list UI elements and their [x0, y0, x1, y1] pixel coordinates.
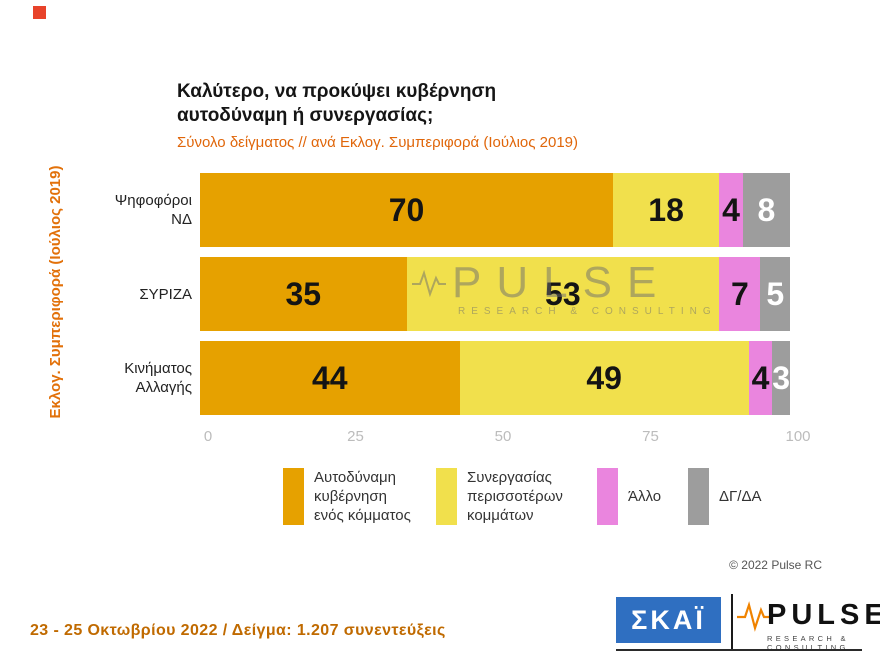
legend-swatch [597, 468, 618, 525]
x-axis-tick-label: 100 [785, 428, 811, 445]
bar-value-label: 49 [586, 359, 622, 396]
category-label: ΣΥΡΙΖΑ [139, 285, 192, 303]
bar-segment: 44 [200, 341, 460, 415]
chart-row: ΣΥΡΙΖΑ 35 53 7 5 [78, 257, 790, 331]
x-axis: 0 25 50 75 100 [204, 428, 811, 448]
category-label: Κινήματος Αλλαγής [124, 360, 192, 396]
bar-value-label: 35 [285, 275, 322, 312]
bar-segment: 18 [613, 173, 720, 247]
x-axis-tick-label: 0 [203, 428, 213, 445]
bar-value-label: 18 [648, 191, 684, 228]
bar-segment: 70 [200, 173, 613, 247]
bar-segment: 7 [719, 257, 761, 331]
pulse-logo: PULSE RESEARCH & CONSULTING [737, 599, 880, 652]
group-axis-label: Εκλογ. Συμπεριφορά (Ιούλιος 2019) [47, 165, 64, 419]
chart-title-line2: αυτοδύναμη ή συνεργασίας; [177, 105, 434, 126]
chart-title-line1: Καλύτερο, να προκύψει κυβέρνηση [177, 81, 497, 102]
logo-underline [616, 649, 862, 651]
bar-segment: 8 [742, 173, 790, 247]
logo-divider [731, 594, 733, 650]
bar-segment: 49 [459, 341, 749, 415]
bar-segment: 4 [748, 341, 773, 415]
stacked-bar: 70 18 4 8 [200, 173, 790, 247]
legend-label: Άλλο [628, 488, 662, 505]
bar-segment: 5 [760, 257, 790, 331]
legend-label: Συνεργασίας περισσοτέρων κομμάτων [467, 469, 563, 524]
bar-segment: 4 [719, 173, 743, 247]
bar-value-label: 8 [757, 191, 776, 228]
x-axis-tick-label: 75 [642, 428, 659, 445]
legend-label: Αυτοδύναμη κυβέρνηση ενός κόμματος [314, 469, 411, 524]
stacked-bar: 44 49 4 3 [200, 341, 790, 415]
bar-value-label: 4 [751, 359, 770, 396]
slide-corner-marker [33, 6, 46, 19]
chart-subtitle: Σύνολο δείγματος // ανά Εκλογ. Συμπεριφο… [177, 134, 579, 151]
title-block: Καλύτερο, να προκύψει κυβέρνηση αυτοδύνα… [177, 80, 578, 151]
skai-logo: ΣΚΑΪ [616, 597, 721, 643]
chart-row: Κινήματος Αλλαγής 44 49 4 3 [78, 341, 790, 415]
bar-value-label: 44 [312, 359, 348, 396]
legend-item: Συνεργασίας περισσοτέρων κομμάτων [436, 468, 581, 525]
bar-segment: 35 [200, 257, 407, 331]
pulse-logo-subtext: RESEARCH & CONSULTING [767, 634, 849, 652]
bar-value-label: 53 [545, 275, 581, 312]
pulse-logo-word: PULSE [767, 599, 880, 631]
chart-row: Ψηφοφόροι ΝΔ 70 18 4 8 [78, 173, 790, 247]
category-label: Ψηφοφόροι ΝΔ [114, 192, 192, 228]
bar-value-label: 5 [766, 275, 785, 312]
bar-value-label: 70 [388, 191, 425, 228]
legend-item: Αυτοδύναμη κυβέρνηση ενός κόμματος [283, 468, 420, 525]
bar-segment: 53 [406, 257, 720, 331]
copyright-note: © 2022 Pulse RC [729, 558, 822, 572]
legend-swatch [436, 468, 457, 525]
legend-swatch [283, 468, 304, 525]
legend-item: ΔΓ/ΔΑ [688, 468, 781, 525]
bar-chart: Ψηφοφόροι ΝΔ 70 18 4 8 ΣΥΡΙΖΑ 35 53 7 5 Κινήματος … [78, 173, 790, 425]
bar-chart-rows: Ψηφοφόροι ΝΔ 70 18 4 8 ΣΥΡΙΖΑ 35 53 7 5 Κινήματος … [78, 173, 790, 415]
bar-value-label: 3 [772, 359, 791, 396]
bar-segment: 3 [772, 341, 790, 415]
bar-value-label: 4 [722, 191, 740, 228]
stacked-bar: 35 53 7 5 [200, 257, 790, 331]
x-axis-tick-label: 50 [494, 428, 512, 445]
x-axis-tick-label: 25 [347, 428, 364, 445]
legend: Αυτοδύναμη κυβέρνηση ενός κόμματος Συνεργ… [283, 468, 781, 525]
legend-item: Άλλο [597, 468, 672, 525]
fieldwork-note: 23 - 25 Οκτωβρίου 2022 / Δείγμα: 1.207 σ… [30, 622, 446, 639]
legend-label: ΔΓ/ΔΑ [719, 488, 762, 505]
pulse-waveform-icon [737, 600, 771, 632]
legend-swatch [688, 468, 709, 525]
bar-value-label: 7 [730, 275, 749, 312]
